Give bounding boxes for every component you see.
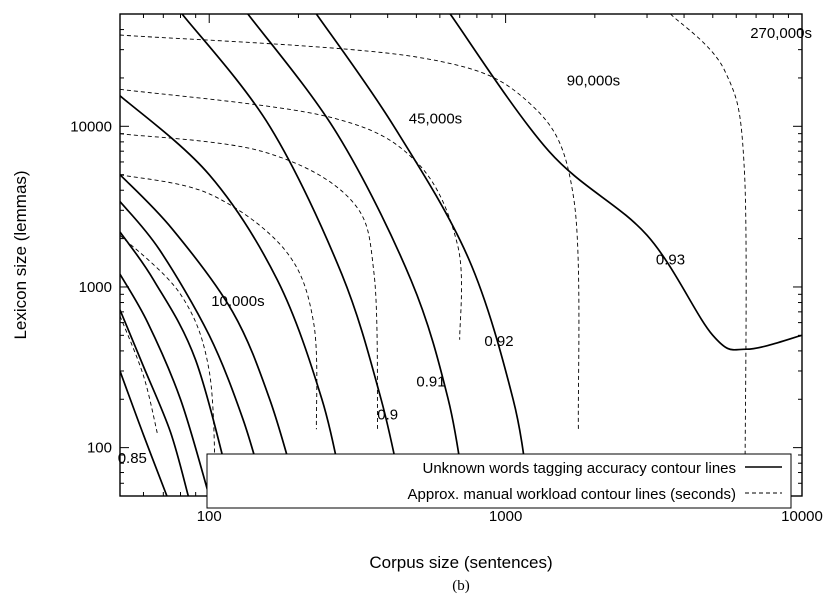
workload-contour-line — [120, 34, 580, 430]
y-tick-label: 1000 — [79, 279, 112, 296]
accuracy-contour-label: 0.93 — [656, 252, 685, 269]
workload-contour-line — [120, 133, 379, 430]
accuracy-contour-line — [120, 231, 234, 496]
x-axis-label: Corpus size (sentences) — [369, 553, 552, 572]
accuracy-contour-line — [120, 201, 267, 496]
accuracy-contours — [120, 14, 802, 496]
accuracy-contour-label: 0.9 — [377, 406, 398, 423]
accuracy-contour-label: 0.85 — [118, 450, 147, 467]
accuracy-contour-line — [120, 273, 211, 496]
legend-box — [206, 453, 792, 509]
axis-ticks: 100 1000 10000 100 1000 10000 — [70, 14, 823, 525]
legend-label-workload: Approx. manual workload contour lines (s… — [408, 486, 737, 503]
accuracy-contour-line — [181, 14, 404, 496]
accuracy-contour-label: 0.91 — [416, 374, 445, 391]
accuracy-contour-line — [449, 14, 802, 351]
workload-contour-line — [670, 14, 747, 484]
y-tick-label: 10000 — [70, 118, 112, 135]
accuracy-contour-label: 0.92 — [484, 333, 513, 350]
workload-contours — [120, 14, 747, 496]
workload-contour-label: 10,000s — [211, 293, 264, 310]
contour-labels: 0.85 0.9 0.91 0.92 0.93 10,000s 45,000s 90,000s… — [118, 25, 812, 467]
x-tick-label: 100 — [197, 508, 222, 525]
plot-frame — [119, 13, 803, 497]
accuracy-contour-line — [120, 309, 190, 496]
workload-contour-line — [120, 88, 462, 340]
accuracy-contour-line — [315, 14, 530, 496]
y-tick-label: 100 — [87, 440, 112, 457]
accuracy-contour-line — [120, 95, 345, 496]
workload-contour-label: 270,000s — [750, 25, 812, 42]
x-tick-label: 10000 — [781, 508, 823, 525]
accuracy-contour-line — [120, 370, 168, 496]
workload-contour-line — [120, 315, 159, 436]
workload-contour-label: 90,000s — [567, 72, 620, 89]
legend: Unknown words tagging accuracy contour l… — [206, 453, 792, 509]
accuracy-contour-line — [120, 174, 300, 496]
y-axis-label: Lexicon size (lemmas) — [11, 170, 30, 339]
accuracy-contour-line — [247, 14, 466, 496]
chart-subtitle: (b) — [452, 578, 470, 594]
workload-contour-label: 45,000s — [409, 111, 462, 128]
x-tick-label: 1000 — [489, 508, 522, 525]
legend-label-accuracy: Unknown words tagging accuracy contour l… — [423, 460, 737, 477]
